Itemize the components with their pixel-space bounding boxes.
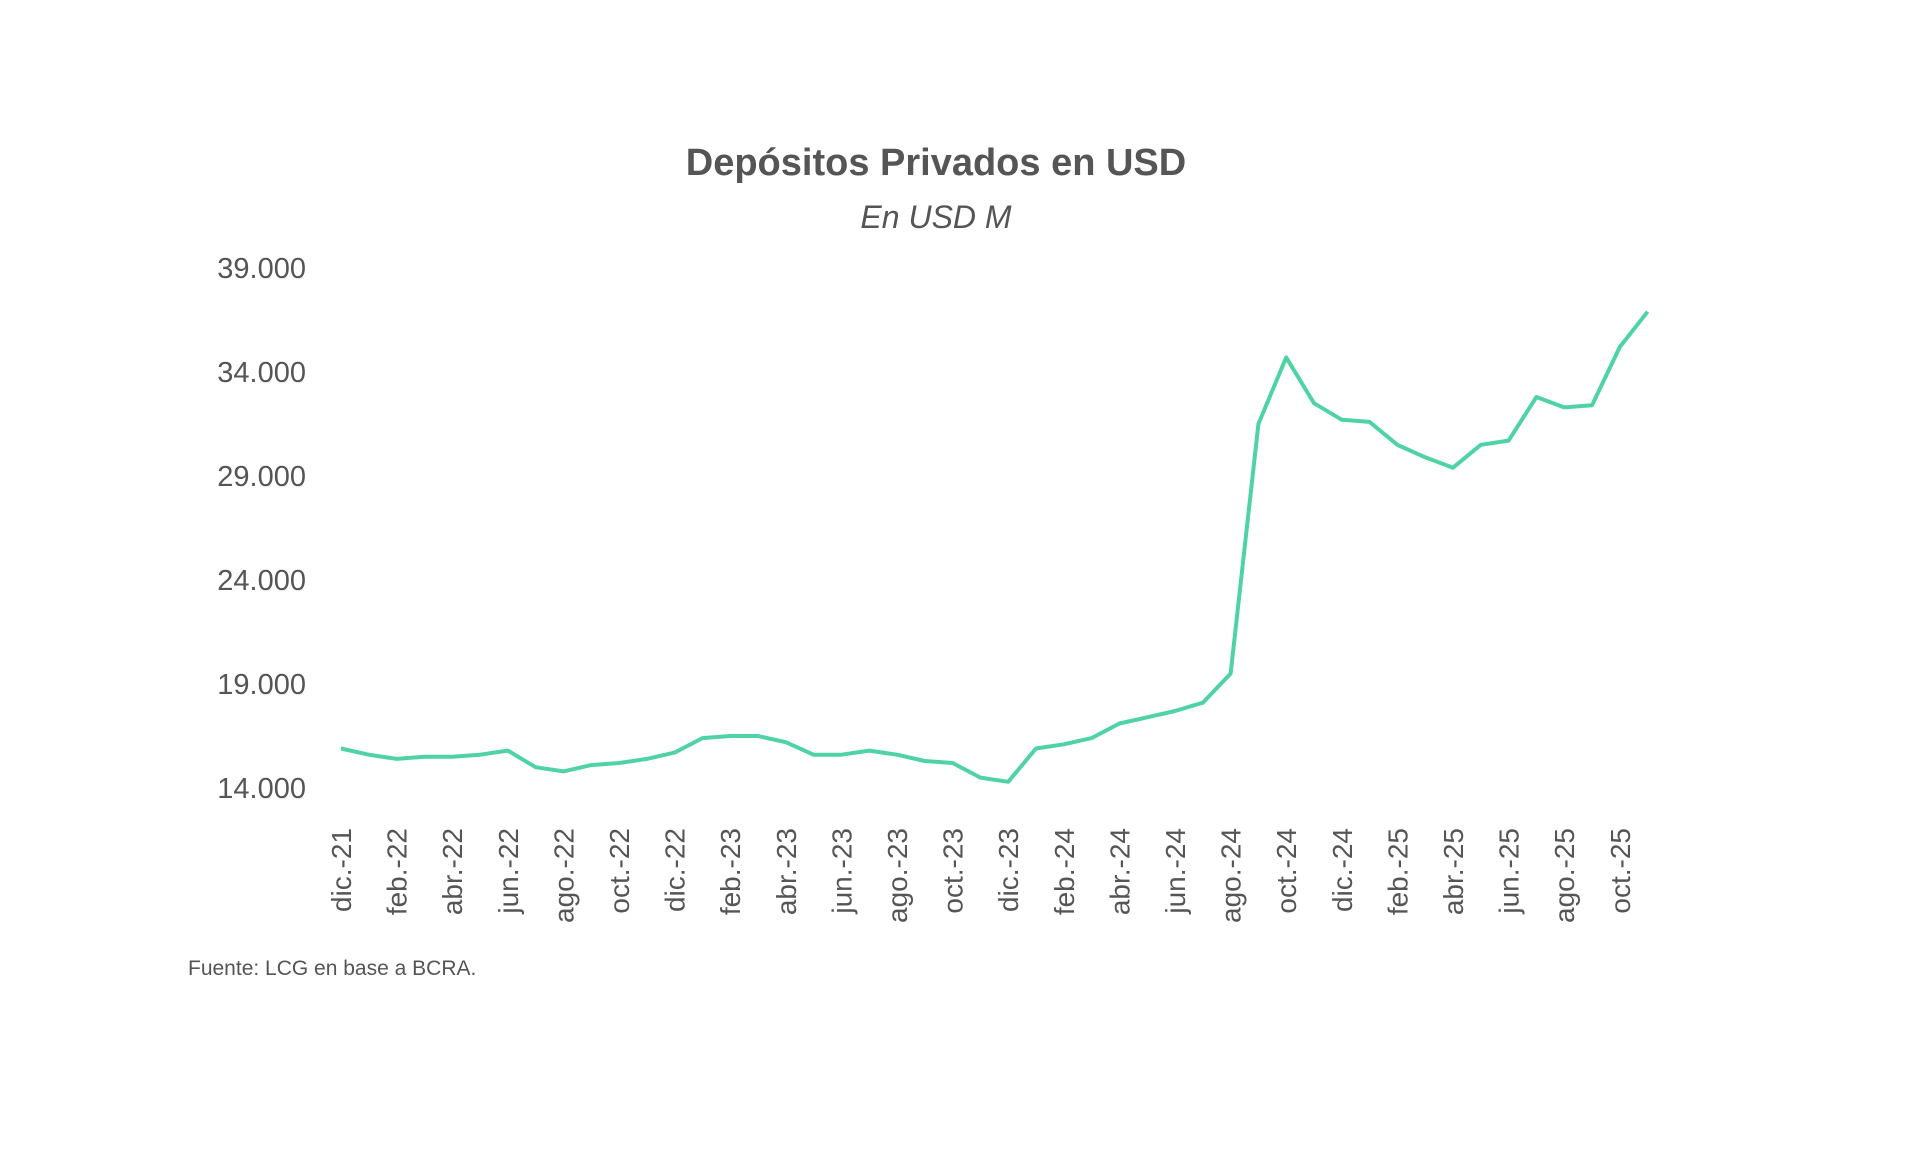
y-tick-label: 14.000 xyxy=(217,773,306,805)
x-tick-label: ago.-22 xyxy=(548,828,579,923)
x-tick-label: dic.-23 xyxy=(993,828,1024,912)
x-tick-label: abr.-25 xyxy=(1438,828,1469,915)
x-tick-label: abr.-24 xyxy=(1104,828,1135,915)
x-tick-label: jun.-23 xyxy=(826,828,857,915)
x-tick-label: abr.-22 xyxy=(437,828,468,915)
x-tick-label: feb.-25 xyxy=(1382,828,1413,915)
y-tick-label: 39.000 xyxy=(217,253,306,285)
x-tick-label: oct.-25 xyxy=(1605,828,1636,914)
x-tick-label: dic.-21 xyxy=(326,828,357,912)
data-line xyxy=(340,310,1650,784)
x-tick-label: abr.-23 xyxy=(771,828,802,915)
x-tick-label: dic.-24 xyxy=(1327,828,1358,912)
x-tick-label: ago.-24 xyxy=(1216,828,1247,923)
y-tick-label: 34.000 xyxy=(217,357,306,389)
x-tick-label: jun.-25 xyxy=(1494,828,1525,915)
y-tick-label: 19.000 xyxy=(217,669,306,701)
source-note: Fuente: LCG en base a BCRA. xyxy=(188,957,476,980)
chart-subtitle: En USD M xyxy=(860,199,1011,235)
x-tick-label: oct.-24 xyxy=(1271,828,1302,914)
x-tick-label: feb.-22 xyxy=(382,828,413,915)
x-tick-label: ago.-25 xyxy=(1549,828,1580,923)
x-tick-label: feb.-23 xyxy=(715,828,746,915)
x-tick-label: oct.-23 xyxy=(938,828,969,914)
y-tick-label: 29.000 xyxy=(217,461,306,493)
chart-title: Depósitos Privados en USD xyxy=(686,142,1186,184)
x-tick-label: oct.-22 xyxy=(604,828,635,914)
x-tick-label: jun.-24 xyxy=(1160,828,1191,915)
x-tick-label: ago.-23 xyxy=(882,828,913,923)
y-tick-label: 24.000 xyxy=(217,565,306,597)
x-tick-label: dic.-22 xyxy=(660,828,691,912)
x-tick-label: jun.-22 xyxy=(493,828,524,915)
x-tick-label: feb.-24 xyxy=(1049,828,1080,915)
